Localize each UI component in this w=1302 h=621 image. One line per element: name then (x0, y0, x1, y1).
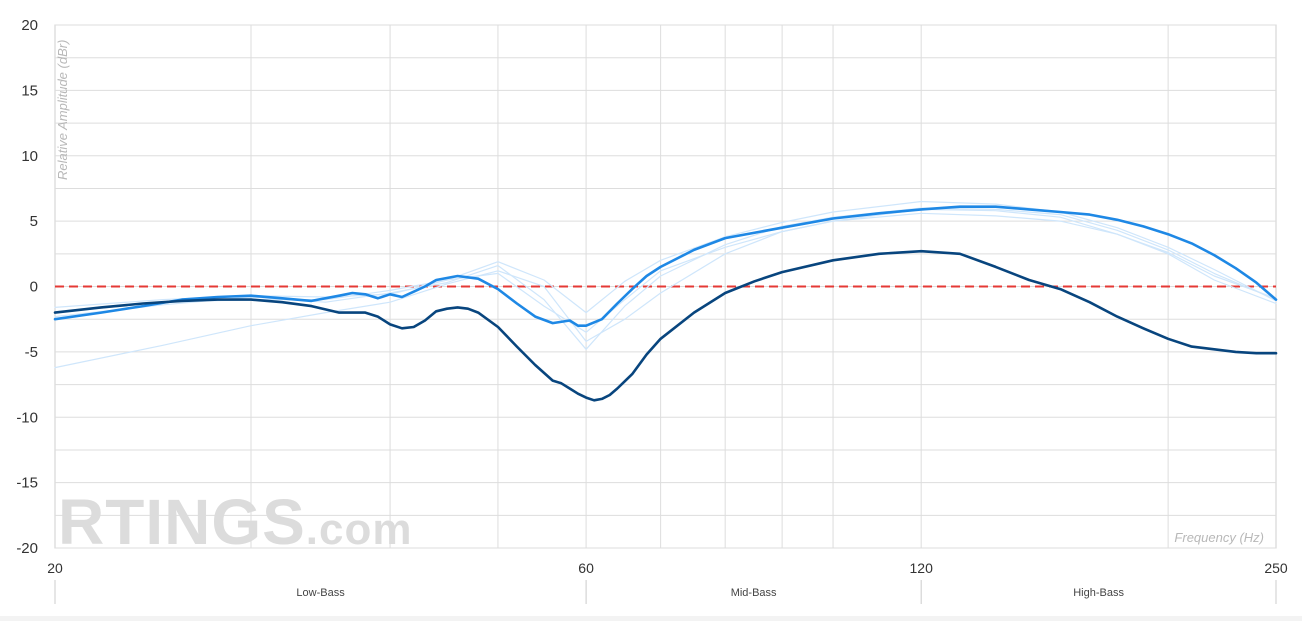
series-group (53, 200, 1278, 402)
y-tick-label: 10 (21, 148, 38, 165)
x-tick-label: 250 (1264, 560, 1288, 576)
x-tick-label: 60 (578, 560, 594, 576)
x-axis-title: Frequency (Hz) (1174, 530, 1264, 545)
y-tick-label: 5 (30, 213, 38, 230)
x-tick-label: 20 (47, 560, 63, 576)
series-line-3 (54, 207, 1277, 350)
y-tick-labels: 20 15 10 5 0 -5 -10 -15 -20 (16, 17, 38, 557)
series-line-1 (54, 212, 1277, 369)
y-tick-label: -20 (16, 540, 38, 557)
y-tick-label: 20 (21, 17, 38, 34)
y-tick-label: 0 (30, 279, 38, 296)
y-axis-title: Relative Amplitude (dBr) (55, 40, 70, 180)
range-label-low-bass: Low-Bass (296, 587, 345, 599)
range-label-high-bass: High-Bass (1073, 587, 1124, 599)
range-label-mid-bass: Mid-Bass (731, 587, 777, 599)
y-tick-label: -15 (16, 475, 38, 492)
y-tick-label: -10 (16, 409, 38, 426)
rtings-watermark: RTINGS.com (58, 486, 412, 558)
y-tick-label: 15 (21, 82, 38, 99)
series-line-6 (53, 249, 1278, 402)
x-tick-labels: 20 60 120 250 (47, 560, 1288, 576)
footer-bar (0, 616, 1302, 621)
x-tick-label: 120 (910, 560, 934, 576)
y-tick-label: -5 (25, 344, 38, 361)
series-line-4 (54, 208, 1277, 333)
frequency-ranges: Low-Bass Mid-Bass High-Bass (54, 580, 1277, 604)
series-line-5 (53, 205, 1278, 327)
